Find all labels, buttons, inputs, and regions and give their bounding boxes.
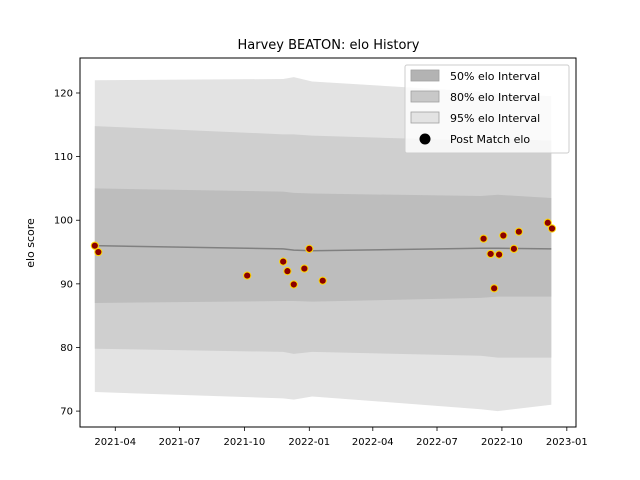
y-tick-label-5: 120 <box>54 88 73 99</box>
legend-label-50: 50% elo Interval <box>450 70 540 83</box>
data-point-2 <box>243 271 252 280</box>
y-axis: 70 80 90 100 110 120 <box>54 88 80 418</box>
data-point-1 <box>94 247 103 257</box>
post-match-points <box>90 218 557 293</box>
x-tick-label-1: 2021-07 <box>159 437 201 448</box>
x-axis: 2021-04 2021-07 2021-10 2022-01 2022-04 2022-… <box>94 427 588 448</box>
data-point-12 <box>495 250 504 259</box>
y-tick-label-2: 90 <box>60 279 73 290</box>
data-point-16 <box>543 218 552 227</box>
data-point-13 <box>499 231 508 240</box>
data-point-7 <box>305 244 314 253</box>
y-tick-label-1: 80 <box>60 343 73 354</box>
y-tick-label-3: 100 <box>54 216 73 227</box>
legend-frame <box>404 64 570 154</box>
data-point-10 <box>486 249 495 259</box>
data-point-3 <box>279 257 288 266</box>
x-tick-label-2: 2021-10 <box>223 437 265 448</box>
data-point-15 <box>514 227 523 236</box>
legend: 50% elo Interval 80% elo Interval 95% el… <box>404 64 570 154</box>
x-tick-label-3: 2022-01 <box>288 437 330 448</box>
x-tick-label-7: 2023-01 <box>546 437 588 448</box>
data-point-17 <box>547 224 557 233</box>
chart-title: Harvey BEATON: elo History <box>238 38 420 53</box>
data-point-6 <box>300 264 309 273</box>
legend-label-point: Post Match elo <box>450 133 530 146</box>
data-point-5 <box>289 280 298 289</box>
data-point-0 <box>90 241 99 250</box>
data-point-4 <box>283 267 292 276</box>
legend-label-80: 80% elo Interval <box>450 91 540 104</box>
legend-marker-point <box>419 133 431 145</box>
x-tick-label-5: 2022-07 <box>416 437 458 448</box>
legend-swatch-80 <box>410 90 440 103</box>
legend-swatch-50 <box>410 69 440 82</box>
x-tick-label-4: 2022-04 <box>352 437 394 448</box>
plot-area <box>90 77 557 412</box>
y-axis-title: elo score <box>24 218 37 268</box>
x-tick-label-0: 2021-04 <box>94 437 136 448</box>
data-point-9 <box>479 234 488 243</box>
y-tick-label-0: 70 <box>60 407 73 418</box>
y-tick-label-4: 110 <box>54 152 73 163</box>
data-point-8 <box>318 276 327 285</box>
band-50-interval <box>94 188 552 303</box>
x-tick-label-6: 2022-10 <box>481 437 523 448</box>
legend-label-95: 95% elo Interval <box>450 112 540 125</box>
data-point-11 <box>490 284 499 293</box>
axes-frame <box>79 57 577 428</box>
data-point-14 <box>509 244 519 253</box>
legend-swatch-95 <box>410 111 440 124</box>
